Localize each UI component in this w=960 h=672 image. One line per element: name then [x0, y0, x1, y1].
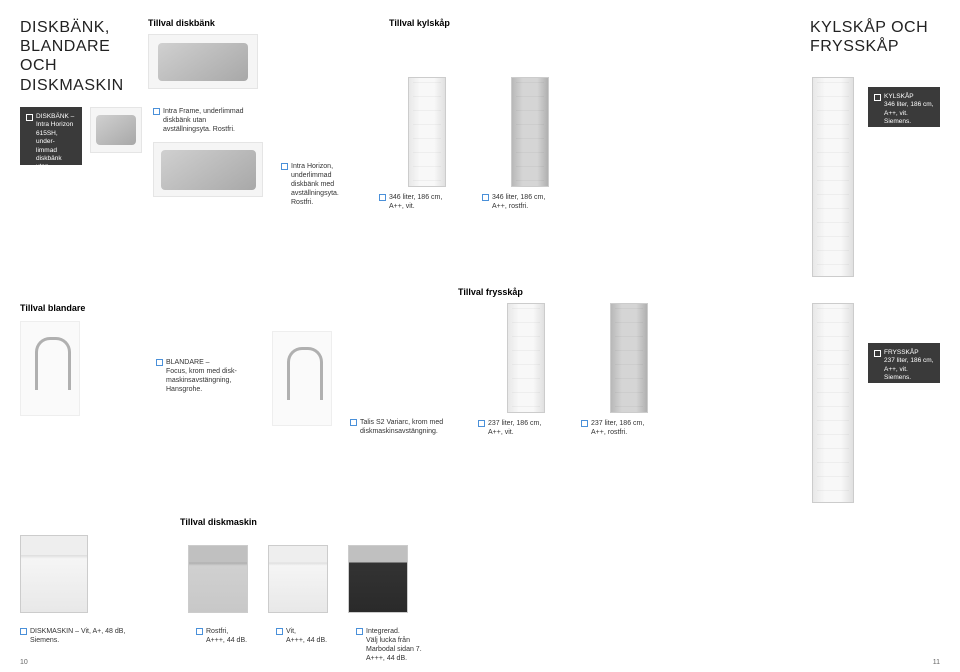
freezer-image [610, 303, 648, 413]
dw3-caption: Integrerad. Välj lucka från Marbodal sid… [356, 627, 446, 663]
faucet-image-2 [272, 331, 332, 426]
fridge-image [511, 77, 549, 187]
freezer-image [507, 303, 545, 413]
faucet-image-1 [20, 321, 80, 416]
sink1-caption: Intra Frame, underlimmad diskbänk utan a… [153, 107, 273, 197]
left-title-block: DISKBÄNK, BLANDARE OCH DISKMASKIN [20, 18, 140, 95]
checkbox-icon[interactable] [356, 628, 363, 635]
row-top: DISKBÄNK, BLANDARE OCH DISKMASKIN Tillva… [20, 18, 940, 95]
frysskap-side-text: FRYSSKÅP 237 liter, 186 cm, A++, vit. Si… [884, 349, 934, 383]
sink-image-2 [153, 142, 263, 197]
sink-image-1 [148, 34, 258, 89]
checkbox-icon [874, 350, 881, 357]
sink2-text: Intra Horizon, underlimmad diskbänk med … [291, 162, 339, 207]
dw-1 [188, 545, 260, 613]
blandare-side-caption: BLANDARE – Focus, krom med disk- maskins… [156, 303, 264, 394]
dw2-caption: Vit, A+++, 44 dB. [276, 627, 348, 645]
freezer1-text: 237 liter, 186 cm, A++, vit. [488, 419, 541, 437]
dishwasher-image [20, 535, 88, 613]
checkbox-icon[interactable] [156, 359, 163, 366]
checkbox-icon[interactable] [153, 108, 160, 115]
blandare-side-text: BLANDARE – Focus, krom med disk- maskins… [166, 358, 237, 394]
dw-side-text: DISKMASKIN – Vit, A+, 48 dB, Siemens. [30, 627, 125, 645]
frysskap-tall [805, 303, 860, 503]
checkbox-icon [874, 94, 881, 101]
page-title-right: KYLSKÅP OCH FRYSSKÅP [810, 18, 940, 56]
frysskap-heading: Tillval frysskåp [458, 287, 940, 297]
checkbox-icon[interactable] [281, 163, 288, 170]
checkbox-icon[interactable] [478, 420, 485, 427]
frysskap-side: FRYSSKÅP 237 liter, 186 cm, A++, vit. Si… [868, 303, 940, 383]
section-blandare: Tillval blandare [20, 303, 148, 313]
page-number-left: 10 [20, 659, 28, 666]
diskmaskin-heading: Tillval diskmaskin [180, 517, 940, 527]
section-diskmaskin: Tillval diskmaskin [180, 517, 940, 527]
freezer-tall-image [812, 303, 854, 503]
diskbank-side-text: DISKBÄNK – Intra Horizon 615SH, under- l… [36, 113, 76, 189]
dw1-text: Rostfri, A+++, 44 dB. [206, 627, 247, 645]
sink1-text: Intra Frame, underlimmad diskbänk utan a… [163, 107, 244, 134]
fridge-1: 346 liter, 186 cm, A++, vit. [379, 77, 474, 211]
kylskap-tall [805, 77, 860, 277]
freezer2-text: 237 liter, 186 cm, A++, rostfri. [591, 419, 644, 437]
checkbox-icon[interactable] [581, 420, 588, 427]
row-2: DISKBÄNK – Intra Horizon 615SH, under- l… [20, 107, 940, 277]
freezer-1: 237 liter, 186 cm, A++, vit. [478, 303, 573, 437]
kylskap-side-text: KYLSKÅP 346 liter, 186 cm, A++, vit. Sie… [884, 93, 934, 127]
dishwasher-image [348, 545, 408, 613]
dw1-caption: Rostfri, A+++, 44 dB. [196, 627, 268, 645]
dishwasher-image [268, 545, 328, 613]
dishwasher-image [188, 545, 248, 613]
row-dw-captions: DISKMASKIN – Vit, A+, 48 dB, Siemens. Ro… [20, 627, 940, 663]
checkbox-icon[interactable] [196, 628, 203, 635]
section-frysskap: Tillval frysskåp [458, 287, 940, 297]
catalog-spread: DISKBÄNK, BLANDARE OCH DISKMASKIN Tillva… [0, 0, 960, 672]
checkbox-icon[interactable] [482, 194, 489, 201]
checkbox-icon[interactable] [379, 194, 386, 201]
freezer-2: 237 liter, 186 cm, A++, rostfri. [581, 303, 676, 437]
row-diskmaskin [20, 535, 940, 613]
checkbox-icon[interactable] [350, 419, 357, 426]
dw-main [20, 535, 92, 613]
sink2-caption: Intra Horizon, underlimmad diskbänk med … [281, 107, 371, 207]
dw3-text: Integrerad. Välj lucka från Marbodal sid… [366, 627, 422, 663]
row-4: Tillval blandare BLANDARE – Focus, krom … [20, 303, 940, 503]
fridge-tall-image [812, 77, 854, 277]
checkbox-icon [26, 114, 33, 121]
page-footer: 10 11 [20, 659, 940, 666]
section-diskbank: Tillval diskbänk [148, 18, 268, 28]
dw-3 [348, 545, 420, 613]
fridge-2: 346 liter, 186 cm, A++, rostfri. [482, 77, 577, 211]
fridge-image [408, 77, 446, 187]
diskbank-side: DISKBÄNK – Intra Horizon 615SH, under- l… [20, 107, 82, 165]
checkbox-icon[interactable] [20, 628, 27, 635]
faucet-2 [272, 303, 342, 426]
fridge2-text: 346 liter, 186 cm, A++, rostfri. [492, 193, 545, 211]
page-title-left: DISKBÄNK, BLANDARE OCH DISKMASKIN [20, 18, 140, 95]
fridge1-text: 346 liter, 186 cm, A++, vit. [389, 193, 442, 211]
kylskap-side: KYLSKÅP 346 liter, 186 cm, A++, vit. Sie… [868, 87, 940, 127]
page-number-right: 11 [933, 659, 940, 666]
dw-side-caption: DISKMASKIN – Vit, A+, 48 dB, Siemens. [20, 627, 170, 645]
section-kylskap: Tillval kylskåp [389, 18, 479, 28]
dw-2 [268, 545, 340, 613]
spacer-1 [276, 18, 381, 95]
sink-small-image [90, 107, 145, 153]
blandare-block: Tillval blandare [20, 303, 148, 416]
faucet2-text: Talis S2 Variarc, krom med diskmaskinsav… [360, 418, 443, 436]
dw2-text: Vit, A+++, 44 dB. [286, 627, 327, 645]
checkbox-icon[interactable] [276, 628, 283, 635]
faucet2-caption: Talis S2 Variarc, krom med diskmaskinsav… [350, 303, 470, 436]
sink-col-1: Tillval diskbänk [148, 18, 268, 95]
